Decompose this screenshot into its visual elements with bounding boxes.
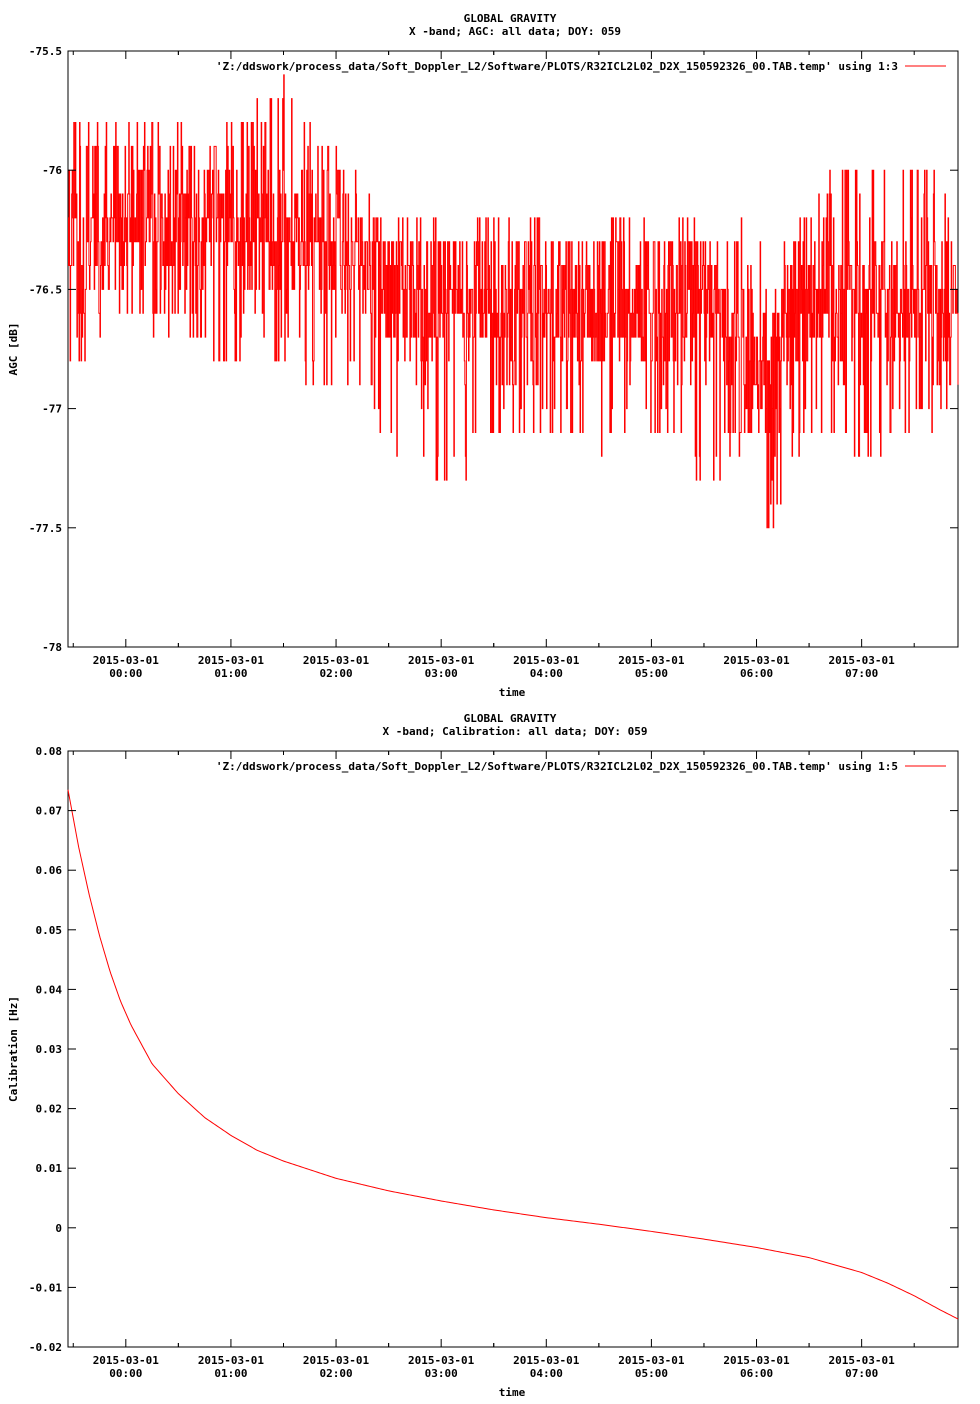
c2-ytick-label: -0.02 — [29, 1341, 62, 1354]
c2-xtick-date: 2015-03-01 — [723, 1354, 790, 1367]
c2-xtick-time: 02:00 — [319, 1367, 352, 1380]
chart2-title: GLOBAL GRAVITY — [464, 712, 557, 725]
chart2-legend-label: 'Z:/ddswork/process_data/Soft_Doppler_L2… — [216, 760, 898, 773]
c1-ytick-label: -77.5 — [29, 522, 62, 535]
c2-ytick-label: 0.03 — [36, 1043, 63, 1056]
c1-xtick-date: 2015-03-01 — [198, 654, 265, 667]
c2-xtick-time: 01:00 — [214, 1367, 247, 1380]
c2-xtick-date: 2015-03-01 — [93, 1354, 160, 1367]
c2-xtick-date: 2015-03-01 — [198, 1354, 265, 1367]
c1-xtick-time: 07:00 — [845, 667, 878, 680]
c1-ytick-label: -76.5 — [29, 283, 62, 296]
c1-xtick-date: 2015-03-01 — [829, 654, 896, 667]
chart1-subtitle: X -band; AGC: all data; DOY: 059 — [409, 25, 621, 38]
c1-ytick-label: -78 — [42, 641, 62, 654]
c2-xtick-time: 07:00 — [845, 1367, 878, 1380]
chart2-x-axis-label: time — [499, 1386, 526, 1399]
chart1-x-axis-label: time — [499, 686, 526, 699]
c1-xtick-date: 2015-03-01 — [618, 654, 685, 667]
c1-xtick-time: 06:00 — [740, 667, 773, 680]
chart1-title: GLOBAL GRAVITY — [464, 12, 557, 25]
c2-ytick-label: 0.04 — [36, 983, 63, 996]
c2-ytick-label: -0.01 — [29, 1281, 62, 1294]
chart2-subtitle: X -band; Calibration: all data; DOY: 059 — [383, 725, 648, 738]
chart1-y-axis: -75.5 -76 -76.5 -77 -77.5 -78 — [29, 45, 958, 654]
chart1-legend: 'Z:/ddswork/process_data/Soft_Doppler_L2… — [216, 60, 946, 73]
c2-ytick-label: 0.05 — [36, 924, 63, 937]
c2-ytick-label: 0.07 — [36, 805, 63, 818]
c2-xtick-time: 05:00 — [635, 1367, 668, 1380]
chart2-x-axis: 2015-03-0100:002015-03-0101:002015-03-01… — [72, 751, 915, 1380]
c2-xtick-date: 2015-03-01 — [618, 1354, 685, 1367]
c1-ytick-label: -75.5 — [29, 45, 62, 58]
chart2-series-calibration — [67, 789, 959, 1320]
c1-xtick-time: 03:00 — [425, 667, 458, 680]
c2-xtick-time: 03:00 — [425, 1367, 458, 1380]
c2-xtick-time: 04:00 — [530, 1367, 563, 1380]
chart2-legend: 'Z:/ddswork/process_data/Soft_Doppler_L2… — [216, 760, 946, 773]
c2-ytick-label: 0.08 — [36, 745, 63, 758]
chart1-x-axis: 2015-03-0100:002015-03-0101:002015-03-01… — [72, 51, 915, 680]
c1-xtick-date: 2015-03-01 — [303, 654, 370, 667]
chart2-y-axis-label: Calibration [Hz] — [7, 996, 20, 1102]
chart1-legend-label: 'Z:/ddswork/process_data/Soft_Doppler_L2… — [216, 60, 898, 73]
calibration-chart: GLOBAL GRAVITY X -band; Calibration: all… — [7, 712, 959, 1399]
c2-xtick-date: 2015-03-01 — [829, 1354, 896, 1367]
c2-xtick-date: 2015-03-01 — [303, 1354, 370, 1367]
chart2-y-axis: 0.08 0.07 0.06 0.05 0.04 0.03 0.02 0.01 0 -0.01 -0… — [29, 745, 958, 1354]
c2-xtick-time: 06:00 — [740, 1367, 773, 1380]
c1-ytick-label: -76 — [42, 164, 62, 177]
c2-xtick-time: 00:00 — [109, 1367, 142, 1380]
c2-xtick-date: 2015-03-01 — [408, 1354, 475, 1367]
c1-xtick-time: 05:00 — [635, 667, 668, 680]
c1-xtick-time: 02:00 — [319, 667, 352, 680]
c1-xtick-time: 00:00 — [109, 667, 142, 680]
c1-series-line — [68, 74, 959, 529]
c1-xtick-time: 04:00 — [530, 667, 563, 680]
c1-xtick-date: 2015-03-01 — [723, 654, 790, 667]
c1-xtick-time: 01:00 — [214, 667, 247, 680]
c2-ytick-label: 0.01 — [36, 1162, 63, 1175]
agc-chart: GLOBAL GRAVITY X -band; AGC: all data; D… — [7, 12, 959, 699]
c2-series-line — [67, 789, 959, 1320]
c2-ytick-label: 0 — [55, 1222, 62, 1235]
c1-xtick-date: 2015-03-01 — [408, 654, 475, 667]
chart1-series-agc — [68, 74, 959, 529]
c2-ytick-label: 0.02 — [36, 1103, 63, 1116]
c2-xtick-date: 2015-03-01 — [513, 1354, 580, 1367]
c1-xtick-date: 2015-03-01 — [513, 654, 580, 667]
chart1-y-axis-label: AGC [dB] — [7, 323, 20, 376]
c2-ytick-label: 0.06 — [36, 864, 63, 877]
c1-xtick-date: 2015-03-01 — [93, 654, 160, 667]
c1-ytick-label: -77 — [42, 403, 62, 416]
